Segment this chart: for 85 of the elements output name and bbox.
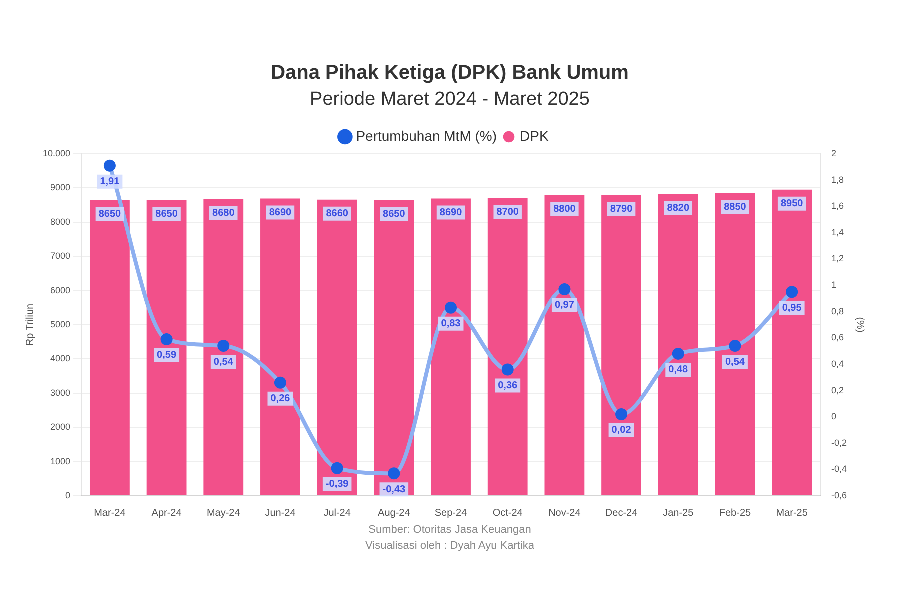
point [786,286,798,298]
data-label: 8850 [724,202,747,214]
chart-subtitle: Periode Maret 2024 - Maret 2025 [309,89,591,111]
y2-tick-label: 1,6 [831,201,844,212]
point [445,302,458,314]
point [274,376,286,389]
point [331,462,344,474]
point [616,408,628,420]
data-label: 8650 [156,208,178,220]
point [218,340,230,352]
y2-tick-label: 0 [831,412,837,422]
y-tick-label: 9000 [50,182,71,193]
y-tick-label: 7000 [50,251,71,262]
y-tick-label: 6000 [50,285,71,296]
data-label: 8950 [780,198,804,210]
y2-tick-label: 0,4 [831,358,844,369]
text: Visualisasi oleh : Dyah Ayu Kartika [364,539,536,554]
y2-tick-label: 1,8 [831,174,844,185]
data-label: 8690 [269,208,292,219]
x-tick-label: Feb-25 [719,508,752,519]
y2-tick-label: 2 [831,148,837,158]
y-tick-label: 10.000 [42,148,71,158]
data-label: -0,43 [382,484,406,496]
x-tick-label: Jan-25 [663,508,694,519]
y-tick-label: 3000 [50,388,71,398]
data-label: 8820 [667,203,690,214]
y-tick-label: 5000 [50,319,71,330]
point [672,348,684,360]
x-tick-label: May-24 [206,508,241,519]
y2-axis-title: (%) [854,317,866,333]
x-tick-label: Nov-24 [548,508,582,519]
data-label: 8650 [98,208,122,220]
data-label: 0,83 [441,318,462,330]
y2-tick-label: 1,2 [831,254,844,264]
text: Sumber: Otoritas Jasa Keuangan [368,523,532,538]
x-tick-label: Apr-24 [152,508,182,519]
x-tick-label: Dec-24 [605,508,638,519]
y-tick-label: 8000 [50,216,71,227]
x-tick-label: Oct-24 [492,508,524,519]
x-tick-label: Mar-24 [94,508,126,519]
data-label: 0,26 [270,394,291,405]
data-label: 1,91 [100,176,120,188]
y-tick-label: 2000 [50,422,71,432]
x-tick-label: Jun-24 [265,508,296,519]
data-label: 0,59 [157,350,177,362]
data-label: 0,54 [725,356,746,368]
y2-tick-label: 0,8 [831,306,844,316]
point [729,340,742,352]
y2-tick-label: 0,2 [831,385,844,396]
y2-tick-label: 1 [831,280,837,290]
data-label: 0,95 [782,302,802,314]
y2-tick-label: -0,6 [831,490,848,500]
y-tick-label: 0 [66,490,71,500]
data-label: 8700 [496,207,520,218]
point [502,364,514,376]
data-label: 0,02 [612,425,632,436]
y-tick-label: 4000 [50,354,71,364]
point [104,160,116,172]
data-label: 0,36 [498,380,518,392]
legend-label: Pertumbuhan MtM (%) [356,128,498,144]
y2-tick-label: 1,4 [831,227,844,238]
point [558,283,571,296]
x-tick-label: Sep-24 [434,508,468,519]
data-label: 8790 [610,204,634,216]
y2-tick-label: -0,2 [831,438,848,448]
y2-tick-label: 0,6 [831,332,844,343]
point [160,333,173,346]
data-label: 8650 [383,208,406,220]
y2-tick-label: -0,4 [831,464,848,474]
data-label: 8800 [554,204,576,215]
x-tick-label: Aug-24 [378,508,411,519]
point [388,468,400,480]
data-label: 8680 [212,208,236,219]
y-tick-label: 1000 [50,456,71,466]
data-label: -0,39 [326,479,350,490]
y-axis-title: Rp Triliun [24,304,36,346]
x-tick-label: Mar-25 [776,508,808,519]
data-label: 8690 [440,208,463,219]
x-tick-label: Jul-24 [324,508,352,519]
legend-label: DPK [520,128,550,144]
data-label: 8660 [326,208,349,220]
data-label: 0,48 [668,364,689,376]
data-label: 0,97 [554,300,575,312]
chart-title: Dana Pihak Ketiga (DPK) Bank Umum [270,62,630,85]
data-label: 0,54 [214,356,234,368]
